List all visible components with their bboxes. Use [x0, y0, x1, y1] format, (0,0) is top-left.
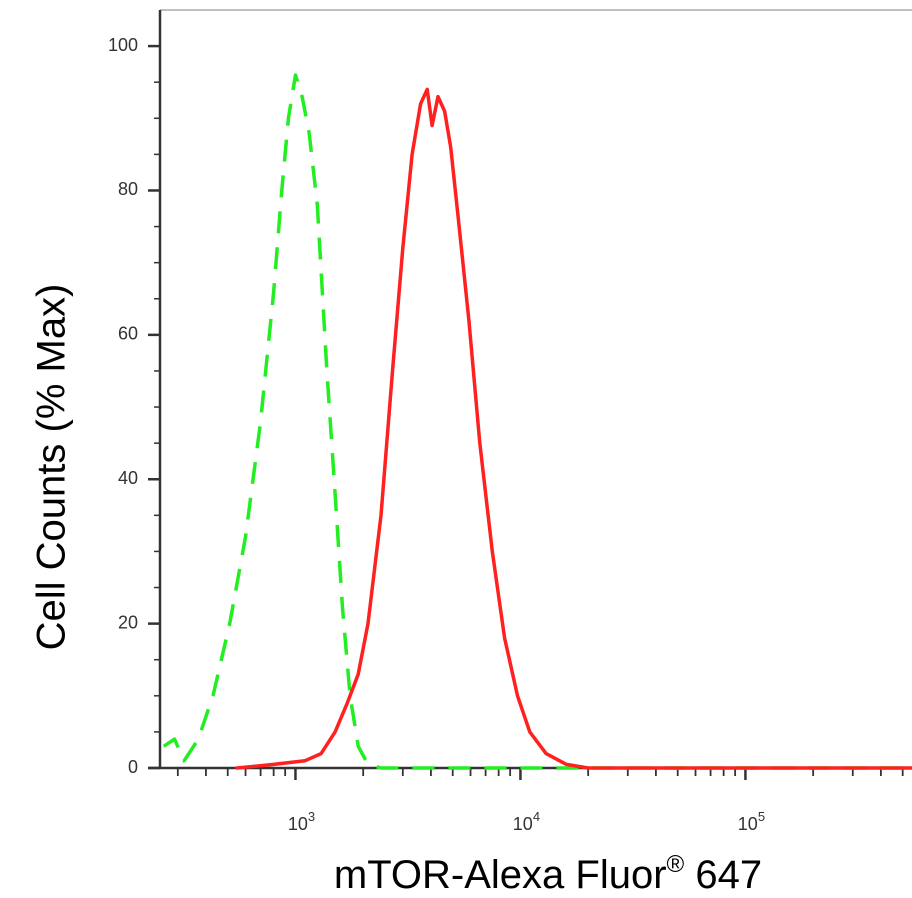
- y-tick-label: 40: [118, 468, 138, 488]
- x-axis-title-suffix: 647: [684, 853, 762, 897]
- y-tick-label: 0: [128, 757, 138, 777]
- y-tick-label: 100: [108, 35, 138, 55]
- x-tick-label-base: 10: [513, 814, 533, 834]
- x-tick-label-exponent: 4: [533, 809, 540, 824]
- registered-mark: ®: [667, 851, 685, 878]
- mtor-series-line: [235, 87, 912, 770]
- x-tick-label-exponent: 3: [308, 809, 315, 824]
- x-tick-label: 104: [513, 809, 540, 834]
- y-tick-label: 60: [118, 324, 138, 344]
- y-axis-title: Cell Counts (% Max): [30, 284, 74, 651]
- x-axis-title: mTOR-Alexa Fluor® 647: [334, 851, 762, 897]
- y-tick-label: 80: [118, 179, 138, 199]
- control-series-line: [162, 73, 912, 770]
- y-tick-label: 20: [118, 612, 138, 632]
- x-tick-label-base: 10: [738, 814, 758, 834]
- x-tick-label-base: 10: [288, 814, 308, 834]
- x-tick-label: 103: [288, 809, 315, 834]
- x-tick-label: 105: [738, 809, 765, 834]
- x-axis-ticks: 103 104 105: [176, 768, 904, 834]
- x-tick-label-exponent: 5: [758, 809, 765, 824]
- series-layer: [162, 73, 912, 770]
- x-axis-title-main: mTOR-Alexa Fluor: [334, 853, 667, 897]
- y-axis-ticks: 0 20 40 60 80 100: [108, 35, 160, 777]
- plot-frame: [148, 9, 912, 770]
